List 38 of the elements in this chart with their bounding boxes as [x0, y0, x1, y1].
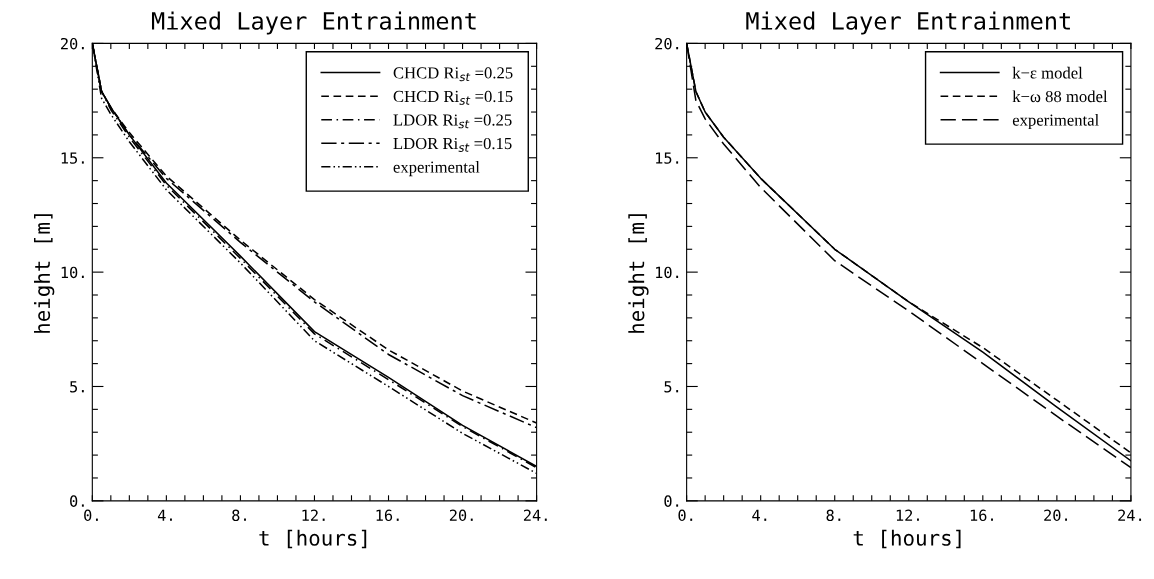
x-tick-label: 24. [523, 509, 547, 521]
legend-label: LDOR Ri$_{st}$ =0.15 [393, 137, 512, 152]
legend-label: LDOR Ri$_{st}$ =0.25 [393, 114, 512, 129]
x-tick-label: 12. [896, 509, 919, 521]
x-tick-label: 8. [232, 509, 246, 522]
y-tick-label: 15. [61, 152, 84, 164]
y-tick-label: 20. [655, 37, 679, 50]
x-tick-label: 16. [970, 509, 993, 522]
y-tick-label: 10. [656, 266, 679, 279]
x-axis-title: t [hours] [259, 529, 367, 549]
x-tick-label: 12. [302, 509, 325, 521]
x-tick-label: 20. [1044, 509, 1067, 522]
x-axis-title: t [hours] [853, 529, 961, 549]
chart-title: Mixed Layer Entrainment [151, 11, 476, 35]
x-tick-label: 4. [752, 509, 767, 521]
x-tick-label: 0. [84, 509, 98, 522]
y-tick-label: 15. [656, 152, 679, 164]
legend-label: CHCD Ri$_{st}$ =0.15 [393, 90, 513, 105]
chart-title: Mixed Layer Entrainment [746, 11, 1070, 35]
x-tick-label: 0. [678, 509, 693, 522]
x-tick-label: 16. [376, 509, 399, 522]
y-tick-label: 10. [61, 266, 84, 279]
y-axis-title: height [m] [34, 214, 55, 333]
legend-label: experimental [393, 161, 480, 177]
y-tick-label: 0. [664, 495, 679, 507]
x-tick-label: 24. [1118, 509, 1142, 521]
y-tick-label: 5. [70, 381, 84, 393]
legend-label: CHCD Ri$_{st}$ =0.25 [393, 67, 513, 82]
legend-label: experimental [1012, 113, 1099, 130]
legend-label: k−ε model [1012, 66, 1083, 79]
y-tick-label: 5. [664, 381, 679, 393]
x-tick-label: 8. [826, 509, 841, 522]
legend-label: k−ω 88 model [1012, 90, 1108, 103]
y-axis-title: height [m] [628, 214, 649, 333]
x-tick-label: 4. [157, 509, 172, 521]
x-tick-label: 20. [449, 509, 473, 522]
y-tick-label: 20. [61, 37, 84, 50]
y-tick-label: 0. [70, 495, 84, 507]
